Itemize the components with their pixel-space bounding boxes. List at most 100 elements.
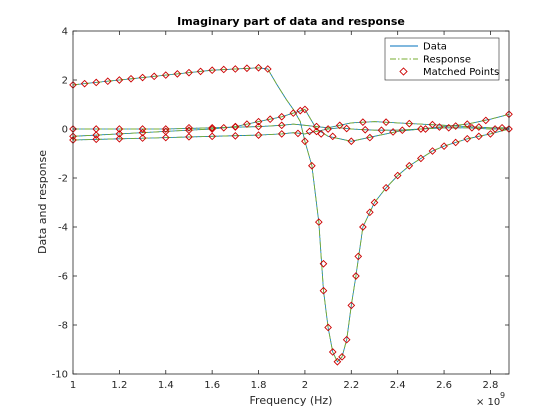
matched-point-marker [294,129,302,138]
x-tick-label: 2.4 [390,380,406,391]
y-tick-label: 4 [62,27,68,38]
matched-point-marker [231,65,240,73]
matched-point-marker [308,161,316,170]
matched-point-marker [328,132,337,141]
matched-point-marker [342,124,351,133]
matched-point-marker [208,132,216,141]
matched-point-marker [312,122,321,131]
x-tick-label: 1 [70,380,76,391]
matched-point-marker [138,134,147,142]
matched-point-marker [92,131,101,139]
matched-point-marker [277,112,286,121]
response-series-line [72,127,509,141]
matched-point-marker [324,125,332,133]
matched-point-marker [361,125,370,134]
markers-layer [69,63,513,366]
x-tick-label: 2 [302,380,308,391]
matched-point-marker [451,122,460,130]
matched-point-marker [92,78,101,87]
matched-point-marker [161,133,170,142]
matched-point-marker [382,183,390,192]
x-tick-label: 2.8 [482,380,498,391]
x-exponent-base: × 10 [476,397,500,408]
matched-point-marker [468,123,476,132]
matched-point-marker [266,115,274,124]
y-ticks: 4 2 0 -2 -4 -6 -8 -10 [52,27,509,381]
matched-point-marker [185,68,193,77]
matched-point-marker [440,142,448,150]
y-tick-label: -2 [58,174,68,185]
matched-point-marker [80,79,89,88]
y-axis-title: Data and response [36,150,49,254]
matched-point-marker [219,65,228,74]
matched-point-marker [231,122,240,131]
matched-point-marker [335,121,344,130]
x-tick-label: 1.2 [111,380,127,391]
response-series-line [73,121,509,130]
matched-point-marker [289,109,298,117]
matched-point-marker [428,120,437,129]
matched-point-marker [277,130,286,138]
matched-point-marker [319,286,328,295]
matched-point-marker [389,128,397,136]
matched-point-marker [254,63,263,72]
matched-point-marker [150,72,159,81]
matched-point-marker [185,123,193,132]
matched-point-marker [324,323,332,332]
matched-point-marker [444,123,453,132]
matched-point-marker [243,64,251,73]
matched-point-marker [475,123,483,131]
matched-point-marker [342,335,351,344]
matched-point-marker [359,223,367,231]
y-tick-label: -4 [58,223,68,234]
matched-point-marker [333,357,342,366]
y-tick-label: -10 [52,370,68,381]
matched-point-marker [301,137,309,146]
matched-point-marker [312,127,321,136]
matched-point-marker [208,66,216,75]
matched-point-marker [92,135,101,144]
matched-point-marker [421,125,430,133]
matched-point-marker [314,218,323,226]
matched-point-marker [382,118,390,126]
chart-title: Imaginary part of data and response [177,15,405,28]
axes-box [72,30,510,375]
matched-point-marker [451,138,460,147]
matched-point-marker [463,120,472,128]
matched-point-marker [305,127,314,136]
matched-point-marker [219,123,228,132]
legend-matched-marker [399,67,408,76]
x-tick-label: 2.2 [343,380,359,391]
matched-point-marker [208,125,216,133]
matched-point-marker [138,128,147,137]
y-tick-label: 2 [62,76,68,87]
matched-point-marker [115,134,124,143]
legend: Data Response Matched Points [384,37,500,81]
x-tick-label: 1.4 [158,380,174,391]
matched-point-marker [161,71,170,79]
plot-area [73,31,509,374]
legend-data-label: Data [423,42,447,53]
matched-point-marker [352,272,360,280]
legend-matched-label: Matched Points [423,67,499,78]
y-tick-label: 0 [62,125,68,136]
x-tick-label: 1.8 [251,380,267,391]
matched-point-marker [263,65,272,73]
matched-point-marker [138,73,147,82]
matched-point-marker [398,126,407,135]
matched-point-marker [301,105,309,114]
matched-point-marker [103,77,112,86]
matched-point-marker [486,130,495,138]
matched-point-marker [417,154,425,163]
matched-point-marker [243,120,251,128]
matched-point-marker [370,198,379,207]
matched-point-marker [231,132,240,140]
matched-point-marker [254,117,263,126]
matched-point-marker [347,301,356,310]
matched-point-marker [366,133,374,142]
matched-point-marker [463,134,472,143]
x-axis-title: Frequency (Hz) [250,394,333,407]
matched-point-marker [393,171,402,180]
response-series-line [72,108,510,142]
matched-point-marker [377,126,386,135]
